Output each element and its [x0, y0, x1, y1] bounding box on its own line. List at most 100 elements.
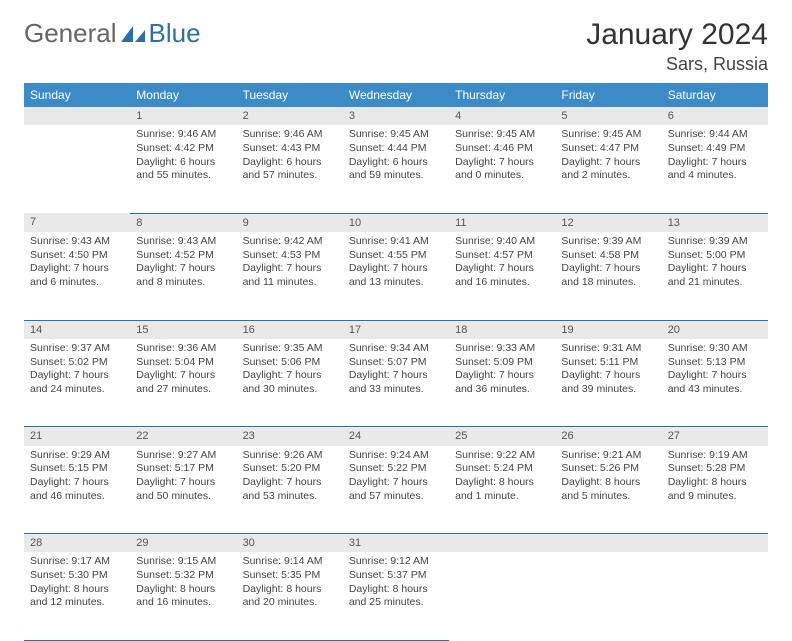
day-number: 14 [24, 320, 130, 339]
logo: General Blue [24, 18, 201, 49]
week-row: Sunrise: 9:46 AMSunset: 4:42 PMDaylight:… [24, 125, 768, 213]
day-cell-body: Sunrise: 9:43 AMSunset: 4:50 PMDaylight:… [24, 232, 130, 296]
day-cell-body: Sunrise: 9:46 AMSunset: 4:43 PMDaylight:… [237, 125, 343, 189]
day-cell: Sunrise: 9:34 AMSunset: 5:07 PMDaylight:… [343, 339, 449, 427]
day-cell: Sunrise: 9:27 AMSunset: 5:17 PMDaylight:… [130, 446, 236, 534]
day1-text: Daylight: 8 hours [243, 583, 337, 597]
day2-text: and 11 minutes. [243, 276, 337, 290]
sunset-text: Sunset: 4:44 PM [349, 142, 443, 156]
sunset-text: Sunset: 4:49 PM [668, 142, 762, 156]
day-cell-body: Sunrise: 9:21 AMSunset: 5:26 PMDaylight:… [555, 446, 661, 510]
sunset-text: Sunset: 5:22 PM [349, 462, 443, 476]
day1-text: Daylight: 8 hours [668, 476, 762, 490]
day-cell: Sunrise: 9:31 AMSunset: 5:11 PMDaylight:… [555, 339, 661, 427]
sunset-text: Sunset: 5:00 PM [668, 249, 762, 263]
day-number-row: 78910111213 [24, 213, 768, 232]
day-cell: Sunrise: 9:40 AMSunset: 4:57 PMDaylight:… [449, 232, 555, 320]
day1-text: Daylight: 7 hours [668, 369, 762, 383]
day-number: 2 [237, 107, 343, 125]
day1-text: Daylight: 7 hours [136, 262, 230, 276]
day-cell: Sunrise: 9:45 AMSunset: 4:47 PMDaylight:… [555, 125, 661, 213]
sunrise-text: Sunrise: 9:14 AM [243, 555, 337, 569]
header: General Blue January 2024 Sars, Russia [24, 18, 768, 75]
day2-text: and 13 minutes. [349, 276, 443, 290]
sunset-text: Sunset: 5:37 PM [349, 569, 443, 583]
day-cell [24, 125, 130, 213]
day-cell: Sunrise: 9:29 AMSunset: 5:15 PMDaylight:… [24, 446, 130, 534]
day-number [449, 534, 555, 553]
day2-text: and 9 minutes. [668, 490, 762, 504]
sunrise-text: Sunrise: 9:17 AM [30, 555, 124, 569]
day1-text: Daylight: 7 hours [668, 156, 762, 170]
sunset-text: Sunset: 5:07 PM [349, 356, 443, 370]
day1-text: Daylight: 7 hours [30, 476, 124, 490]
sunset-text: Sunset: 5:06 PM [243, 356, 337, 370]
day-cell-body: Sunrise: 9:45 AMSunset: 4:44 PMDaylight:… [343, 125, 449, 189]
day-cell: Sunrise: 9:43 AMSunset: 4:50 PMDaylight:… [24, 232, 130, 320]
day2-text: and 27 minutes. [136, 383, 230, 397]
sunset-text: Sunset: 4:46 PM [455, 142, 549, 156]
day1-text: Daylight: 6 hours [136, 156, 230, 170]
day-number: 10 [343, 213, 449, 232]
day-cell: Sunrise: 9:43 AMSunset: 4:52 PMDaylight:… [130, 232, 236, 320]
day2-text: and 16 minutes. [455, 276, 549, 290]
day-number: 18 [449, 320, 555, 339]
sunset-text: Sunset: 5:28 PM [668, 462, 762, 476]
day1-text: Daylight: 7 hours [668, 262, 762, 276]
day-cell-body: Sunrise: 9:26 AMSunset: 5:20 PMDaylight:… [237, 446, 343, 510]
week-row: Sunrise: 9:37 AMSunset: 5:02 PMDaylight:… [24, 339, 768, 427]
day2-text: and 50 minutes. [136, 490, 230, 504]
sunrise-text: Sunrise: 9:43 AM [136, 235, 230, 249]
day-number-row: 123456 [24, 107, 768, 125]
sunset-text: Sunset: 4:43 PM [243, 142, 337, 156]
day1-text: Daylight: 7 hours [349, 369, 443, 383]
sunset-text: Sunset: 4:57 PM [455, 249, 549, 263]
day-cell-body: Sunrise: 9:29 AMSunset: 5:15 PMDaylight:… [24, 446, 130, 510]
day1-text: Daylight: 8 hours [455, 476, 549, 490]
day-number: 15 [130, 320, 236, 339]
day-cell-body: Sunrise: 9:39 AMSunset: 5:00 PMDaylight:… [662, 232, 768, 296]
day-cell: Sunrise: 9:39 AMSunset: 4:58 PMDaylight:… [555, 232, 661, 320]
sunrise-text: Sunrise: 9:40 AM [455, 235, 549, 249]
day-number: 6 [662, 107, 768, 125]
weekday-header: Wednesday [343, 83, 449, 107]
day2-text: and 43 minutes. [668, 383, 762, 397]
day-cell: Sunrise: 9:46 AMSunset: 4:42 PMDaylight:… [130, 125, 236, 213]
day2-text: and 36 minutes. [455, 383, 549, 397]
day-cell-body: Sunrise: 9:35 AMSunset: 5:06 PMDaylight:… [237, 339, 343, 403]
day-number: 31 [343, 534, 449, 553]
day2-text: and 2 minutes. [561, 169, 655, 183]
sunset-text: Sunset: 5:09 PM [455, 356, 549, 370]
sunrise-text: Sunrise: 9:12 AM [349, 555, 443, 569]
day-cell-body: Sunrise: 9:39 AMSunset: 4:58 PMDaylight:… [555, 232, 661, 296]
sunrise-text: Sunrise: 9:26 AM [243, 449, 337, 463]
day-cell: Sunrise: 9:37 AMSunset: 5:02 PMDaylight:… [24, 339, 130, 427]
day1-text: Daylight: 7 hours [30, 369, 124, 383]
day-cell-body: Sunrise: 9:45 AMSunset: 4:46 PMDaylight:… [449, 125, 555, 189]
day2-text: and 21 minutes. [668, 276, 762, 290]
day1-text: Daylight: 7 hours [243, 476, 337, 490]
sunrise-text: Sunrise: 9:37 AM [30, 342, 124, 356]
sunset-text: Sunset: 5:11 PM [561, 356, 655, 370]
day-cell-body: Sunrise: 9:31 AMSunset: 5:11 PMDaylight:… [555, 339, 661, 403]
sunset-text: Sunset: 5:32 PM [136, 569, 230, 583]
sunset-text: Sunset: 5:17 PM [136, 462, 230, 476]
sunset-text: Sunset: 5:04 PM [136, 356, 230, 370]
weekday-header: Friday [555, 83, 661, 107]
day2-text: and 59 minutes. [349, 169, 443, 183]
day-cell: Sunrise: 9:21 AMSunset: 5:26 PMDaylight:… [555, 446, 661, 534]
day-cell-body: Sunrise: 9:22 AMSunset: 5:24 PMDaylight:… [449, 446, 555, 510]
day-cell: Sunrise: 9:42 AMSunset: 4:53 PMDaylight:… [237, 232, 343, 320]
day-number: 28 [24, 534, 130, 553]
day-cell: Sunrise: 9:45 AMSunset: 4:44 PMDaylight:… [343, 125, 449, 213]
day1-text: Daylight: 7 hours [455, 156, 549, 170]
day2-text: and 12 minutes. [30, 596, 124, 610]
sunset-text: Sunset: 5:26 PM [561, 462, 655, 476]
day-number: 16 [237, 320, 343, 339]
day-cell-body: Sunrise: 9:44 AMSunset: 4:49 PMDaylight:… [662, 125, 768, 189]
day-number: 26 [555, 427, 661, 446]
day-cell: Sunrise: 9:39 AMSunset: 5:00 PMDaylight:… [662, 232, 768, 320]
day1-text: Daylight: 7 hours [455, 262, 549, 276]
day1-text: Daylight: 8 hours [349, 583, 443, 597]
day1-text: Daylight: 7 hours [349, 262, 443, 276]
